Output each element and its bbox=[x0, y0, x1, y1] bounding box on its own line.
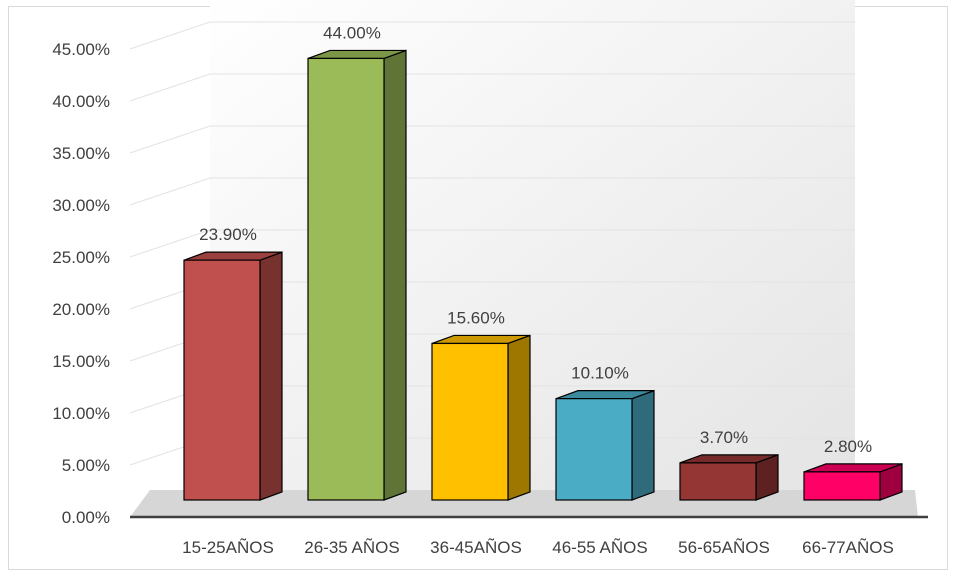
y-tick-label: 40.00% bbox=[52, 92, 110, 111]
y-tick-label: 10.00% bbox=[52, 404, 110, 423]
x-tick-label: 66-77AÑOS bbox=[802, 538, 894, 557]
data-label: 10.10% bbox=[571, 364, 629, 383]
y-tick-label: 0.00% bbox=[62, 508, 110, 527]
y-tick-label: 5.00% bbox=[62, 456, 110, 475]
x-tick-label: 36-45AÑOS bbox=[430, 538, 522, 557]
data-label: 44.00% bbox=[323, 23, 381, 42]
bar bbox=[431, 334, 531, 501]
data-labels: 23.90% 44.00% 15.60% 10.10% 3.70% 2.80% bbox=[199, 23, 872, 455]
bar-front bbox=[803, 471, 881, 501]
bar-side bbox=[507, 334, 531, 501]
y-axis-ticks: 0.00% 5.00% 10.00% 15.00% 20.00% 25.00% 30.00%… bbox=[52, 40, 110, 527]
y-tick-label: 20.00% bbox=[52, 300, 110, 319]
bars bbox=[183, 49, 903, 501]
bar-front bbox=[679, 462, 757, 501]
bar-side bbox=[631, 389, 655, 501]
bar-front bbox=[431, 342, 509, 501]
x-tick-label: 15-25AÑOS bbox=[182, 538, 274, 557]
data-label: 3.70% bbox=[700, 428, 748, 447]
bar bbox=[679, 454, 779, 501]
x-tick-label: 56-65AÑOS bbox=[678, 538, 770, 557]
bar-front bbox=[307, 57, 385, 501]
bar bbox=[307, 49, 407, 501]
data-label: 2.80% bbox=[824, 437, 872, 456]
y-tick-label: 30.00% bbox=[52, 196, 110, 215]
y-tick-label: 15.00% bbox=[52, 352, 110, 371]
bar bbox=[555, 389, 655, 501]
data-label: 15.60% bbox=[447, 308, 505, 327]
gridline bbox=[129, 21, 855, 50]
bar-front bbox=[555, 398, 633, 501]
bar bbox=[183, 251, 283, 501]
y-tick-label: 25.00% bbox=[52, 248, 110, 267]
x-tick-label: 46-55 AÑOS bbox=[552, 538, 647, 557]
x-axis-ticks: 15-25AÑOS 26-35 AÑOS 36-45AÑOS 46-55 AÑOS 56… bbox=[182, 538, 894, 557]
bar-side bbox=[383, 49, 407, 501]
y-tick-label: 45.00% bbox=[52, 40, 110, 59]
data-label: 23.90% bbox=[199, 225, 257, 244]
y-tick-label: 35.00% bbox=[52, 144, 110, 163]
bar bbox=[803, 463, 903, 501]
bar-front bbox=[183, 259, 261, 501]
bar-side bbox=[259, 251, 283, 501]
x-tick-label: 26-35 AÑOS bbox=[304, 538, 399, 557]
